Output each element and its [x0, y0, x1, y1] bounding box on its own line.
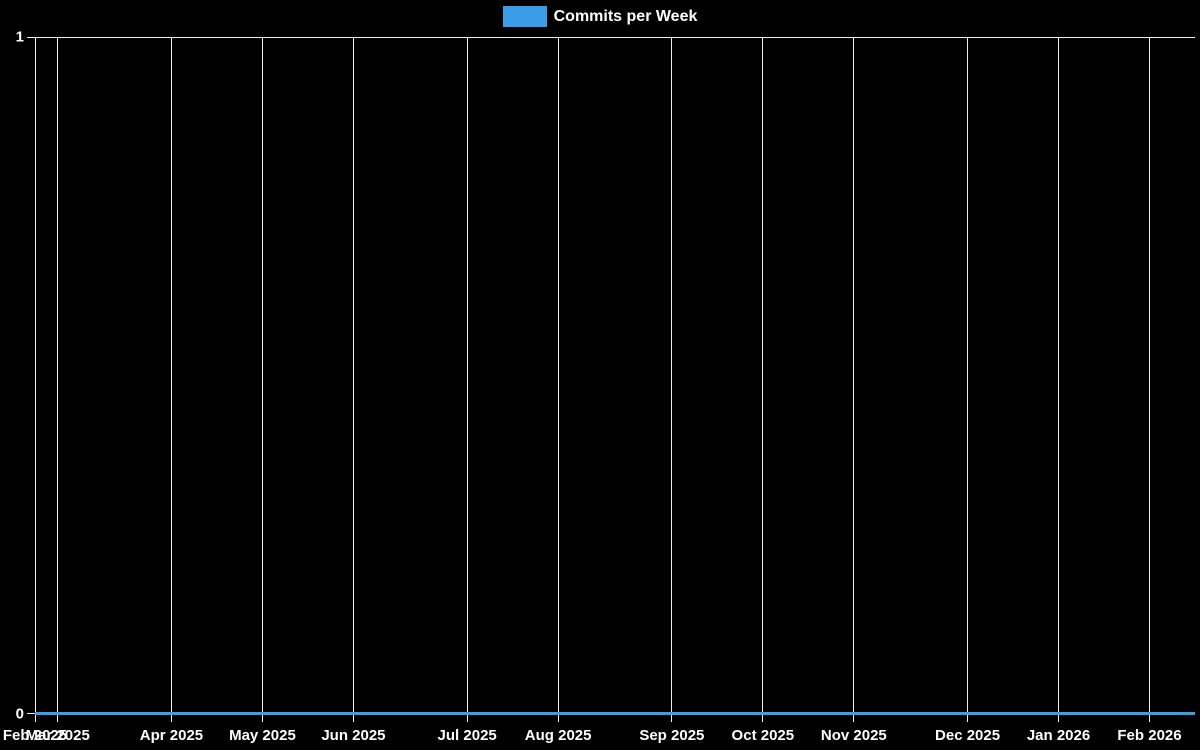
- legend-label: Commits per Week: [553, 8, 698, 25]
- y-tick-label: 0: [15, 705, 24, 722]
- x-gridline: [261, 37, 263, 722]
- x-gridline: [1149, 37, 1150, 722]
- x-gridline: [1058, 37, 1060, 722]
- x-tick-label: May 2025: [229, 727, 296, 744]
- x-gridline: [466, 37, 468, 722]
- chart-legend[interactable]: Commits per Week: [0, 6, 1200, 27]
- x-tick-label: Mar 2025: [25, 727, 90, 744]
- x-tick-label: Feb 2025: [2, 727, 68, 744]
- x-tick-label: Jun 2025: [321, 727, 386, 744]
- x-tick-label: Sep 2025: [639, 727, 705, 744]
- x-gridline: [57, 37, 59, 722]
- y-tick-label: 1: [15, 28, 24, 46]
- y-gridline: [35, 36, 1195, 38]
- legend-swatch: [502, 6, 547, 27]
- x-gridline: [671, 37, 673, 722]
- x-tick-label: Aug 2025: [524, 727, 592, 744]
- x-tick-label: Oct 2025: [731, 727, 795, 744]
- x-tick-label: Apr 2025: [139, 727, 204, 744]
- x-tick-label: Jan 2026: [1026, 727, 1091, 744]
- x-gridline: [170, 37, 172, 722]
- x-tick-label: Jul 2025: [437, 727, 497, 744]
- y-tick-mark: [27, 36, 35, 38]
- x-tick-label: Dec 2025: [935, 727, 1001, 744]
- x-tick-label: Feb 2026: [1117, 727, 1182, 744]
- x-gridline: [853, 37, 855, 722]
- y-tick-mark: [27, 713, 35, 714]
- x-gridline: [352, 37, 354, 722]
- x-gridline: [557, 37, 559, 722]
- x-gridline: [762, 37, 764, 722]
- x-tick-label: Nov 2025: [820, 727, 887, 744]
- x-gridline: [967, 37, 969, 722]
- x-gridline: [34, 37, 36, 722]
